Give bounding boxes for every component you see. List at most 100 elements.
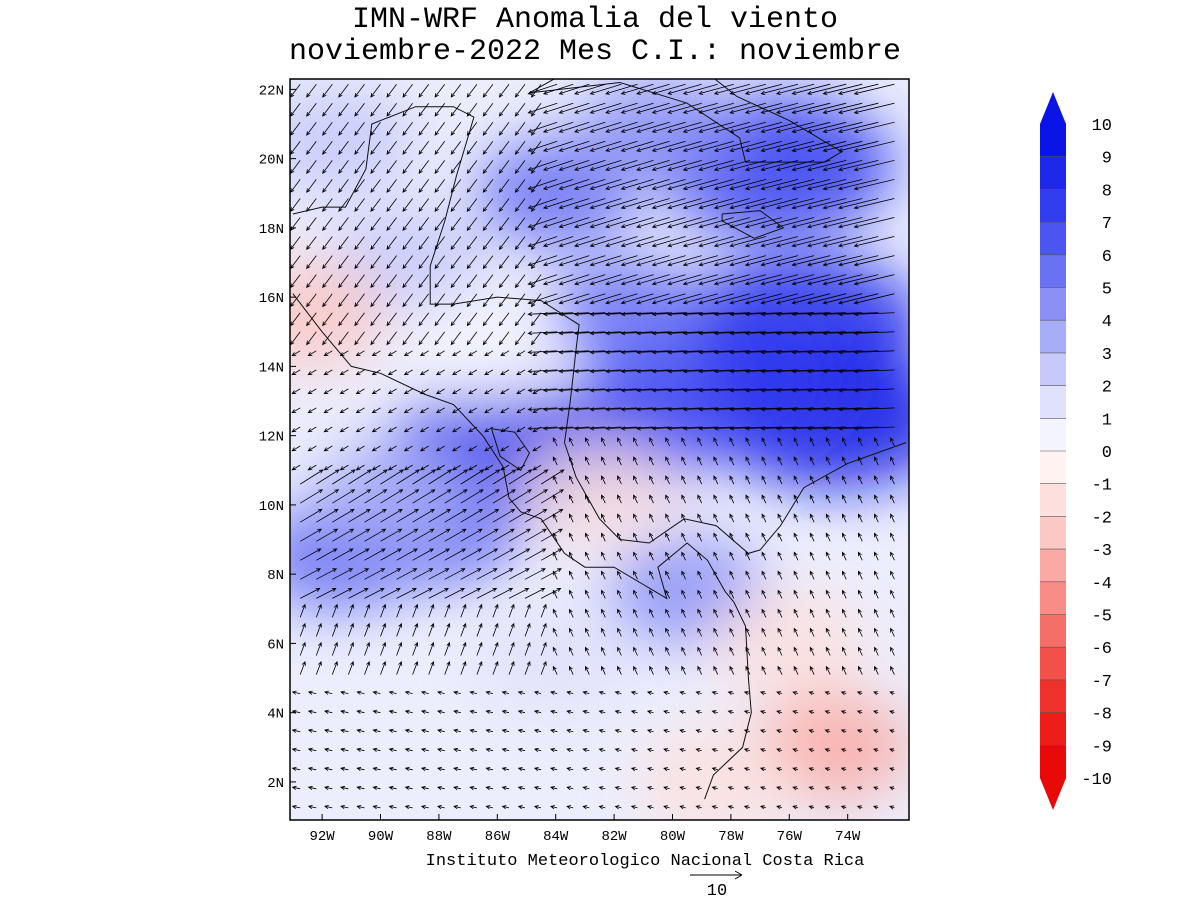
wind-vector [682, 255, 718, 267]
wind-vector [775, 217, 815, 229]
wind-vector [589, 140, 622, 152]
wind-vector [501, 690, 510, 695]
wind-vector [396, 641, 403, 656]
wind-vector [306, 217, 317, 232]
wind-vector [858, 456, 863, 466]
wind-vector [501, 805, 510, 810]
wind-vector [307, 350, 317, 357]
wind-vector [387, 464, 397, 471]
wind-vector [307, 728, 317, 733]
wind-vector [853, 83, 895, 95]
wind-vector [444, 587, 466, 599]
wind-vector [569, 456, 574, 466]
wind-vector [793, 532, 799, 542]
wind-vector [873, 748, 879, 753]
wind-vector [681, 513, 686, 523]
wind-vector [402, 160, 413, 174]
wind-vector [605, 102, 638, 114]
wind-vector [713, 102, 751, 114]
wind-vector [822, 274, 863, 286]
wind-vector [370, 274, 381, 289]
wind-vector [524, 587, 546, 599]
wind-vector [697, 665, 703, 675]
wind-vector [307, 445, 317, 452]
wind-vector [380, 568, 402, 580]
colorbar-label: 10 [1092, 117, 1112, 136]
wind-vector [404, 805, 413, 810]
wind-vector [698, 198, 734, 210]
wind-vector [698, 217, 734, 229]
wind-vector [412, 489, 436, 504]
wind-vector [761, 532, 767, 542]
wind-vector [306, 102, 317, 117]
wind-vector [842, 532, 847, 542]
wind-vector [355, 407, 365, 414]
wind-vector [558, 102, 590, 114]
x-tick-label: 88W [426, 829, 452, 845]
wind-vector [574, 217, 606, 229]
wind-vector [744, 102, 783, 114]
wind-vector [338, 141, 349, 155]
wind-vector [322, 217, 333, 232]
wind-vector [460, 528, 483, 542]
wind-vector [444, 528, 467, 542]
wind-vector [514, 217, 526, 232]
wind-vector [533, 728, 542, 734]
wind-vector [316, 489, 340, 504]
wind-vector [516, 369, 526, 376]
wind-vector [460, 469, 485, 485]
wind-vector [713, 437, 719, 447]
wind-vector [646, 729, 654, 734]
wind-vector [589, 369, 622, 374]
wind-vector [697, 589, 703, 599]
wind-vector [322, 274, 333, 289]
wind-vector [853, 217, 895, 229]
wind-vector [331, 622, 338, 637]
wind-vector [890, 570, 895, 580]
wind-vector [508, 508, 532, 523]
wind-vector [306, 312, 317, 327]
wind-vector [744, 236, 783, 248]
wind-vector [508, 603, 515, 618]
wind-vector [824, 786, 831, 791]
wind-vector [307, 709, 317, 714]
wind-vector [566, 767, 574, 772]
wind-vector [514, 274, 526, 289]
wind-vector [760, 217, 799, 229]
wind-vector [853, 160, 895, 172]
wind-vector [858, 437, 863, 447]
wind-vector [822, 331, 863, 336]
wind-vector [527, 293, 558, 305]
wind-vector [380, 587, 401, 599]
wind-vector [791, 140, 831, 153]
wind-vector [633, 627, 638, 637]
wind-vector [743, 729, 751, 734]
wind-vector [649, 646, 654, 656]
wind-vector [558, 255, 590, 267]
wind-vector [617, 570, 622, 580]
wind-vector [380, 548, 402, 561]
wind-vector [589, 388, 622, 393]
wind-vector [450, 198, 462, 213]
wind-vector [324, 766, 333, 771]
wind-vector [402, 274, 413, 289]
wind-vector [761, 513, 767, 523]
wind-vector [837, 369, 879, 374]
wind-vector [760, 312, 799, 317]
wind-vector [633, 589, 638, 599]
wind-vector [435, 369, 445, 376]
wind-vector [552, 646, 558, 656]
wind-vector [713, 627, 719, 637]
x-tick-label: 92W [310, 829, 336, 845]
wind-vector [364, 622, 370, 637]
wind-vector [550, 690, 558, 695]
wind-vector [482, 198, 494, 213]
wind-vector [729, 513, 735, 523]
wind-vector [364, 528, 387, 542]
wind-vector [527, 198, 558, 209]
wind-vector [370, 83, 381, 98]
wind-vector [806, 331, 847, 336]
wind-vector [418, 141, 430, 155]
wind-vector [808, 729, 815, 734]
wind-vector [434, 312, 446, 327]
